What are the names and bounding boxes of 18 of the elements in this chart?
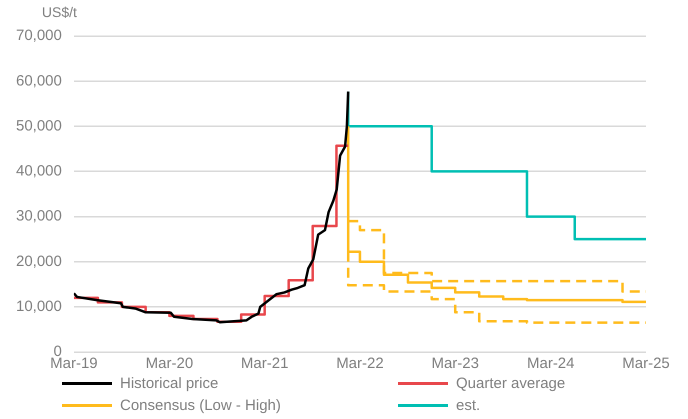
x-tick-label: Mar-21 (240, 355, 288, 372)
legend-label: est. (456, 396, 480, 414)
x-tick-label: Mar-22 (336, 355, 384, 372)
y-tick-label: 20,000 (16, 252, 62, 270)
y-axis-title: US$/t (42, 4, 78, 20)
legend-label: Consensus (Low - High) (120, 396, 281, 414)
x-tick-label: Mar-25 (622, 355, 670, 372)
y-tick-label: 30,000 (16, 208, 62, 225)
x-tick-label: Mar-23 (431, 355, 479, 372)
y-tick-label: 40,000 (16, 162, 62, 180)
y-tick-label: 10,000 (16, 298, 62, 315)
y-tick-label: 60,000 (16, 72, 62, 90)
y-tick-label: 50,000 (16, 117, 62, 134)
legend-label: Historical price (120, 374, 218, 392)
x-tick-label: Mar-20 (146, 355, 194, 372)
y-tick-label: 70,000 (16, 27, 62, 44)
legend-label: Quarter average (456, 374, 566, 392)
x-tick-label: Mar-24 (526, 355, 574, 372)
